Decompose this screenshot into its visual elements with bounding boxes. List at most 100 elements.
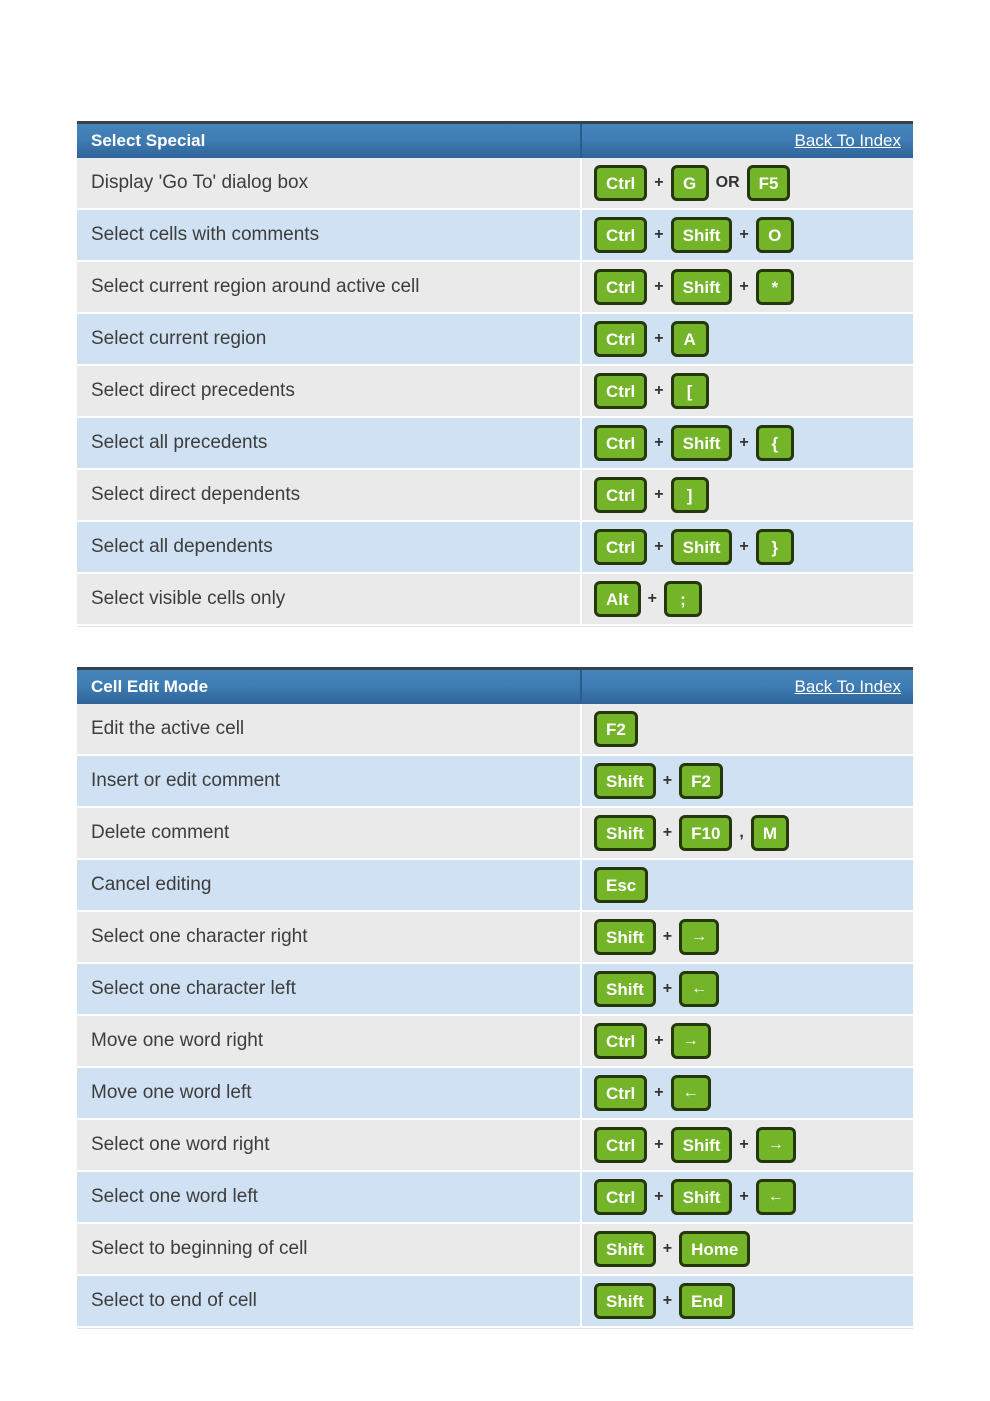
key-cap: [	[670, 373, 709, 409]
shortcut-description: Select cells with comments	[91, 224, 320, 245]
shortcut-keys: Ctrl + [	[580, 366, 913, 416]
key-cap: →	[679, 919, 720, 955]
key-separator: +	[654, 174, 664, 191]
shortcut-keys: Esc	[580, 860, 913, 910]
table-header: Cell Edit Mode Back To Index	[77, 667, 913, 704]
table-title: Select Special	[91, 131, 206, 150]
key-separator: +	[654, 1084, 664, 1101]
key-separator: +	[647, 590, 658, 607]
shortcut-keys: Ctrl + ←	[580, 1068, 913, 1118]
table-row: Move one word left Ctrl + ←	[77, 1068, 913, 1120]
key-cap: Shift	[594, 1231, 656, 1267]
table-header: Select Special Back To Index	[77, 121, 913, 158]
key-cap: Ctrl	[594, 1179, 648, 1215]
key-cap: Ctrl	[594, 425, 648, 461]
key-separator: +	[662, 1292, 673, 1309]
shortcut-description: Move one word left	[91, 1082, 252, 1103]
table-title: Cell Edit Mode	[91, 677, 209, 696]
shortcut-tables: Select Special Back To Index Display 'Go…	[77, 121, 913, 1369]
shortcut-keys: Ctrl + Shift + O	[580, 210, 913, 260]
shortcut-description: Select to beginning of cell	[91, 1238, 308, 1259]
table-row: Select current region around active cell…	[77, 262, 913, 314]
shortcut-description: Select direct dependents	[91, 484, 301, 505]
key-cap: Ctrl	[594, 217, 648, 253]
key-cap: Shift	[670, 217, 733, 253]
key-separator: +	[654, 330, 664, 347]
key-cap: →	[670, 1023, 711, 1059]
shortcut-keys: Ctrl + Shift + *	[580, 262, 913, 312]
table-row: Select direct precedents Ctrl + [	[77, 366, 913, 418]
shortcut-description: Select direct precedents	[91, 380, 295, 401]
key-cap: →	[755, 1127, 796, 1163]
shortcut-keys: Ctrl + G OR F5	[580, 158, 913, 208]
key-separator: +	[739, 226, 749, 243]
key-separator: +	[654, 434, 664, 451]
key-cap: Ctrl	[594, 373, 648, 409]
key-cap: ←	[670, 1075, 711, 1111]
shortcut-keys: Ctrl + →	[580, 1016, 913, 1066]
key-separator: +	[739, 278, 749, 295]
shortcut-keys: Ctrl + Shift + {	[580, 418, 913, 468]
key-cap: Ctrl	[594, 269, 648, 305]
key-cap: ←	[679, 971, 720, 1007]
table-row: Select all dependents Ctrl + Shift +}	[77, 522, 913, 574]
key-separator: OR	[715, 174, 740, 191]
table-row: Select to end of cell Shift + End	[77, 1276, 913, 1328]
key-separator: ,	[739, 824, 744, 841]
key-cap: ]	[670, 477, 709, 513]
key-separator: +	[662, 1240, 673, 1257]
key-separator: +	[662, 772, 673, 789]
shortcut-keys: Ctrl + Shift + →	[580, 1120, 913, 1170]
table-row: Display 'Go To' dialog box Ctrl + G OR F5	[77, 158, 913, 210]
back-to-index-link[interactable]: Back To Index	[794, 131, 901, 150]
key-cap: Alt	[594, 581, 641, 617]
key-separator: +	[739, 434, 749, 451]
table-row: Edit the active cell F2	[77, 704, 913, 756]
key-separator: +	[739, 1188, 749, 1205]
key-cap: }	[755, 529, 794, 565]
key-cap: F2	[679, 763, 723, 799]
table-row: Delete comment Shift + F10, M	[77, 808, 913, 860]
key-cap: A	[670, 321, 709, 357]
shortcut-keys: Shift + Home	[580, 1224, 913, 1274]
key-cap: {	[755, 425, 794, 461]
key-separator: +	[739, 1136, 749, 1153]
shortcut-description: Select one word left	[91, 1186, 258, 1207]
key-cap: Ctrl	[594, 1023, 648, 1059]
table-row: Select all precedents Ctrl + Shift + {	[77, 418, 913, 470]
table-header-right: Back To Index	[580, 124, 913, 158]
shortcut-description: Select current region around active cell	[91, 276, 420, 297]
shortcut-description: Move one word right	[91, 1030, 264, 1051]
shortcut-description: Select one character left	[91, 978, 296, 999]
shortcut-description: Select visible cells only	[91, 588, 286, 609]
key-cap: G	[670, 165, 709, 201]
shortcut-description: Select one word right	[91, 1134, 270, 1155]
shortcut-keys: F2	[580, 704, 913, 754]
key-cap: Shift	[594, 971, 656, 1007]
key-cap: Home	[679, 1231, 751, 1267]
shortcut-keys: Shift + ←	[580, 964, 913, 1014]
key-separator: +	[654, 538, 664, 555]
shortcut-keys: Ctrl +]	[580, 470, 913, 520]
key-separator: +	[662, 980, 673, 997]
shortcut-description: Delete comment	[91, 822, 230, 843]
back-to-index-link[interactable]: Back To Index	[794, 677, 901, 696]
key-separator: +	[662, 824, 673, 841]
shortcut-description: Select all precedents	[91, 432, 268, 453]
key-separator: +	[654, 278, 664, 295]
key-separator: +	[654, 1136, 664, 1153]
key-cap: Ctrl	[594, 1127, 648, 1163]
key-cap: Ctrl	[594, 321, 648, 357]
key-separator: +	[654, 1032, 664, 1049]
shortcut-description: Display 'Go To' dialog box	[91, 172, 309, 193]
key-cap: Shift	[594, 919, 656, 955]
shortcut-table: Cell Edit Mode Back To Index Edit the ac…	[77, 667, 913, 1329]
key-separator: +	[654, 226, 664, 243]
key-separator: +	[654, 486, 664, 503]
table-row: Select to beginning of cell Shift + Home	[77, 1224, 913, 1276]
key-cap: Ctrl	[594, 1075, 648, 1111]
key-cap: O	[755, 217, 794, 253]
shortcut-keys: Shift + F2	[580, 756, 913, 806]
shortcut-keys: Shift + →	[580, 912, 913, 962]
